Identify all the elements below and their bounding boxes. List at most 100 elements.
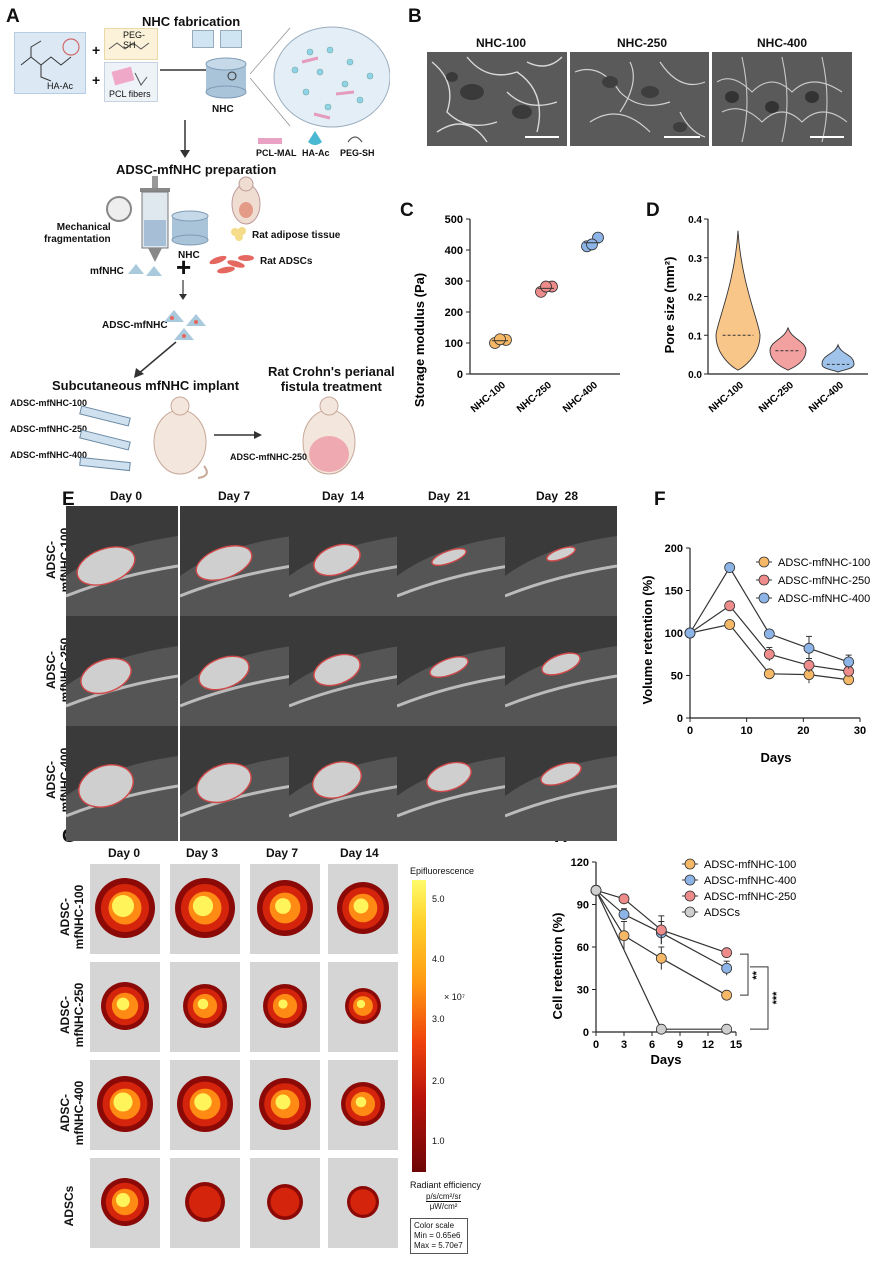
color-scale-min: Min = 0.65e6 [414,1231,461,1240]
y-tick-label: 50 [671,671,683,683]
legend-marker [758,574,770,586]
mri-day-label: Day 14 [322,489,365,503]
injection-label-250: ADSC-mfNHC-250 [10,424,88,434]
x-tick-label: 15 [730,1039,742,1051]
sem-image-nhc-100 [427,52,567,146]
mri-image [397,616,509,731]
y-tick-label: 0.2 [688,293,702,304]
data-point [724,619,736,630]
significance-bracket [750,966,769,1030]
series-line [595,889,727,954]
data-point [684,627,696,639]
mri-day-label: Day 21 [428,489,471,503]
chart-h-xlabel: Days [650,1052,681,1067]
y-tick-label: 0.4 [688,215,702,226]
colorbar-tick: 2.0 [432,1076,445,1086]
data-point [803,659,815,671]
adsc-mfnhc-label: ADSC-mfNHC [102,320,168,331]
nhc-fabrication-title: NHC fabrication [142,14,241,29]
y-tick-label: 60 [577,942,589,954]
y-tick-label: 0 [677,713,683,725]
ivis-row-label-adscs: ADSCs [62,1185,76,1227]
data-point [803,642,815,654]
series-line [595,890,727,996]
arrow-icon [214,431,262,439]
y-tick-label: 30 [577,985,589,997]
ha-ac-structure-icon [20,38,80,82]
scale-bar [525,136,559,138]
ivis-row-label-250: ADSC- mfNHC-250 [58,982,86,1048]
nhc-cylinder-icon [171,210,209,246]
data-point [724,562,736,573]
data-point [763,628,775,640]
colorbar-tick: 5.0 [432,894,445,904]
injection-label-400: ADSC-mfNHC-400 [10,450,88,460]
rat-adipose-tissue-label: Rat adipose tissue [252,230,341,241]
y-tick-label: 300 [445,276,463,288]
ivis-image [250,864,320,954]
chart-f-volume-retention: Volume retention (%) Days 0 50 100 150 200 0 1… [640,543,870,765]
sem-label-nhc-250: NHC-250 [617,36,668,50]
y-tick-label: 120 [571,857,589,869]
ha-ac-drop-icon [308,131,322,145]
colorbar-exponent: × 10⁷ [444,992,466,1002]
legend-label: ADSC-mfNHC-400 [704,875,796,887]
chart-f-ylabel: Volume retention (%) [640,575,655,704]
syringes-icon [79,405,131,472]
arrow-down-icon [179,280,187,300]
sem-image-nhc-400 [712,52,852,146]
y-tick-label: 100 [445,338,463,350]
adipose-tissue-icon [231,227,246,241]
violin [769,325,807,371]
ivis-image [328,864,398,954]
legend-ha-ac: HA-Ac [302,148,330,158]
mri-day-label: Day 0 [110,489,143,503]
y-tick-label: 90 [577,900,589,912]
peg-sh-structure-box: PEG-SH [104,28,158,60]
significance-label: ** [751,970,763,979]
ivis-image [90,962,160,1052]
y-tick-label: 400 [445,245,463,257]
nhc-cylinder-icon [205,57,247,99]
arrow-down-icon [180,120,190,158]
ivis-image [90,864,160,954]
ivis-image [250,1060,320,1150]
x-tick-label: 10 [741,725,753,737]
chart-f-xlabel: Days [760,750,791,765]
legend-marker [684,874,696,886]
sem-label-nhc-400: NHC-400 [757,36,808,50]
y-tick-label: 200 [445,307,463,319]
chart-c-storage-modulus: Storage modulus (Pa) 0 100 200 300 400 500 NHC… [412,214,620,415]
mri-image [66,506,178,621]
legend-label: ADSC-mfNHC-100 [778,557,870,569]
adsc-cells-icon [209,255,254,274]
sem-image-nhc-250 [570,52,709,146]
ivis-row-label-400: ADSC- mfNHC-400 [58,1080,86,1146]
peg-sh-structure-icon [108,42,150,50]
colorbar-tick: 3.0 [432,1014,445,1024]
radiant-units: p/s/cm²/sr μW/cm² [426,1192,462,1211]
violin [715,230,761,371]
ivis-image [90,1158,160,1248]
mri-image [180,616,292,731]
rat-adscs-label: Rat ADSCs [260,256,313,267]
y-tick-label: 0 [457,369,463,381]
nhc-label: NHC [212,104,234,115]
x-tick-label: NHC-100 [469,380,508,415]
legend-pcl-mal: PCL-MAL [256,148,297,158]
data-point [540,280,552,293]
data-point [586,238,598,251]
panel-label-c: C [400,200,414,221]
data-point [721,962,733,974]
syringe-icon [140,176,170,262]
panel-label-d: D [646,200,660,221]
colorbar-tick: 4.0 [432,954,445,964]
ivis-image [250,962,320,1052]
pcl-fibers-box-label: PCL fibers [109,89,151,99]
chart-c-ylabel: Storage modulus (Pa) [412,273,427,407]
mri-image [505,726,617,841]
data-point [763,648,775,660]
x-tick-label: NHC-250 [757,380,796,415]
injection-label-100: ADSC-mfNHC-100 [10,398,88,408]
panel-label-f: F [654,489,666,510]
